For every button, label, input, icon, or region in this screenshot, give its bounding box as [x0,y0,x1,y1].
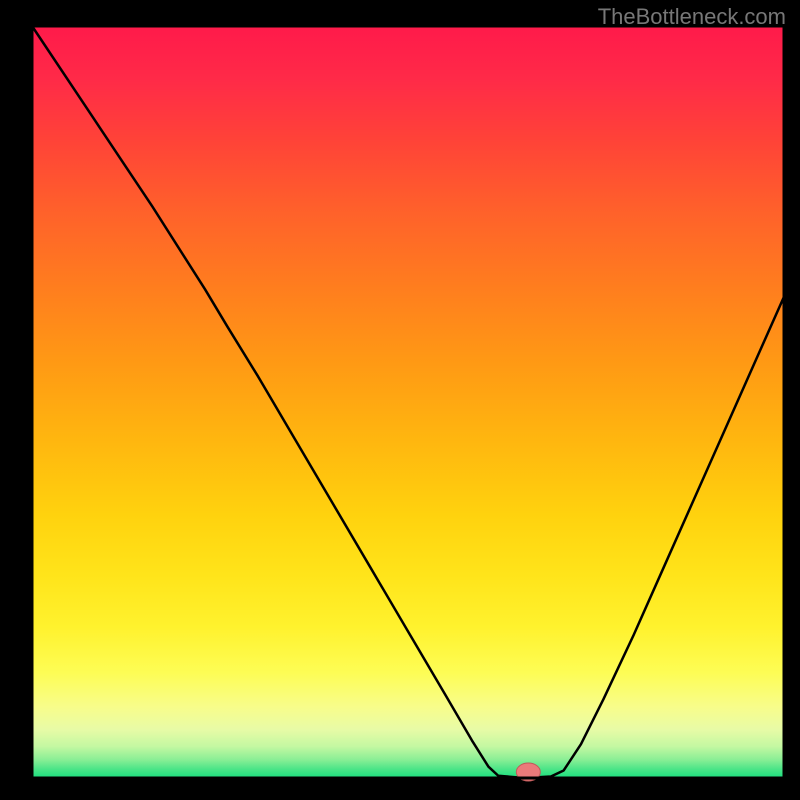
bottleneck-chart [0,0,800,800]
plot-background [32,26,784,778]
chart-stage: TheBottleneck.com [0,0,800,800]
watermark-text: TheBottleneck.com [598,4,786,30]
